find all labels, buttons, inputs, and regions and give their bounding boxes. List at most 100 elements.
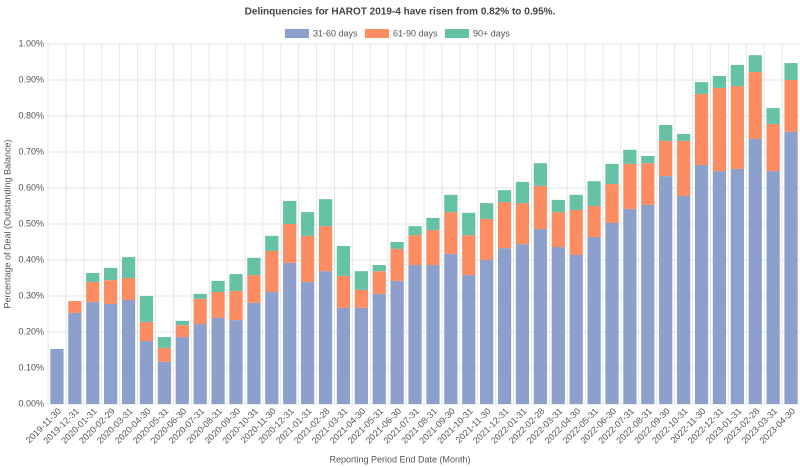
bar-segment [86, 302, 100, 404]
bar-segment [390, 280, 404, 404]
bar-segment [354, 289, 368, 308]
bar-segment [336, 275, 351, 308]
bar-segment [694, 164, 709, 404]
bar-segment [139, 341, 154, 404]
bar-segment [569, 209, 583, 255]
bar-segment [480, 260, 494, 404]
bar-segment [229, 274, 243, 291]
bar-segment [784, 131, 798, 404]
bar-segment [712, 171, 727, 404]
bar-segment [318, 226, 333, 272]
bar-segment [390, 242, 404, 249]
bar-segment [641, 163, 655, 205]
bar-segment [86, 281, 100, 303]
y-tick-label: 0.80% [18, 110, 44, 120]
bar-segment [569, 254, 583, 404]
bar-segment [247, 275, 261, 303]
bar-segment [265, 251, 279, 293]
bar-segment [336, 245, 351, 276]
bar-segment [784, 63, 798, 80]
bar-segment [712, 87, 727, 172]
bar-segment [587, 181, 601, 206]
y-tick-label: 0.20% [18, 326, 44, 336]
bar-segment [659, 140, 673, 177]
bar-segment [318, 271, 333, 404]
bar-segment [766, 108, 780, 124]
bar-segment [175, 337, 189, 404]
bar-segment [533, 185, 548, 230]
bar-segment [372, 265, 386, 272]
legend-label: 90+ days [473, 28, 510, 38]
y-tick-label: 0.00% [18, 398, 44, 408]
bar-segment [372, 271, 386, 294]
bar-segment [623, 163, 637, 209]
legend-swatch [445, 29, 469, 38]
bar-segment [497, 202, 512, 249]
bar-segment [426, 217, 440, 231]
bar-segment [229, 290, 243, 321]
bar-segment [408, 265, 422, 404]
bar-segment [730, 168, 744, 404]
bar-segment [730, 86, 744, 169]
y-tick-label: 0.90% [18, 74, 44, 84]
bar-segment [139, 296, 154, 322]
bar-segment [211, 317, 225, 404]
bar-segment [605, 163, 619, 185]
legend-label: 31-60 days [313, 28, 358, 38]
bar-segment [426, 265, 440, 404]
bar-segment [300, 281, 315, 404]
bar-segment [766, 171, 780, 404]
bar-segment [587, 236, 601, 404]
bar-segment [426, 230, 440, 266]
bar-segment [121, 278, 136, 300]
bar-segment [300, 212, 315, 236]
bar-segment [318, 199, 333, 227]
bar-segment [623, 208, 637, 404]
bar-segment [157, 347, 172, 362]
bar-segment [175, 325, 189, 338]
y-tick-label: 0.70% [18, 146, 44, 156]
bar-segment [659, 176, 673, 404]
bar-segment [497, 248, 512, 404]
bar-segment [211, 292, 225, 318]
bar-segment [694, 94, 709, 165]
bar-segment [121, 299, 136, 404]
bar-segment [712, 76, 727, 88]
bar-segment [515, 203, 530, 245]
bar-segment [444, 194, 458, 213]
y-axis-title: Percentage of Deal (Outstanding Balance) [2, 139, 12, 308]
bar-segment [748, 55, 762, 73]
bar-segment [569, 194, 583, 210]
y-tick-label: 1.00% [18, 38, 44, 48]
bar-segment [533, 163, 548, 186]
bar-segment [641, 204, 655, 404]
bar-segment [68, 312, 82, 404]
bar-segment [68, 301, 82, 313]
bar-segment [659, 125, 673, 141]
bar-segment [730, 64, 744, 87]
bar-segment [551, 212, 565, 248]
bar-segment [390, 248, 404, 281]
bar-segment [623, 149, 637, 164]
bar-segment [86, 272, 100, 282]
bar-segment [265, 292, 279, 404]
y-tick-label: 0.40% [18, 254, 44, 264]
legend-label: 61-90 days [393, 28, 438, 38]
bar-segment [336, 307, 351, 404]
bar-segment [444, 212, 458, 254]
bar-segment [551, 199, 565, 213]
bar-segment [157, 361, 172, 404]
bar-segment [247, 302, 261, 404]
bar-segment [641, 155, 655, 164]
legend-swatch [285, 29, 309, 38]
chart-title: Delinquencies for HAROT 2019-4 have rise… [245, 7, 556, 18]
bar-segment [605, 184, 619, 223]
bar-segment [748, 72, 762, 140]
bar-segment [104, 267, 118, 281]
y-tick-label: 0.50% [18, 218, 44, 228]
y-tick-label: 0.30% [18, 290, 44, 300]
bar-segment [587, 206, 601, 237]
bar-segment [462, 212, 476, 236]
bar-segment [480, 203, 494, 219]
